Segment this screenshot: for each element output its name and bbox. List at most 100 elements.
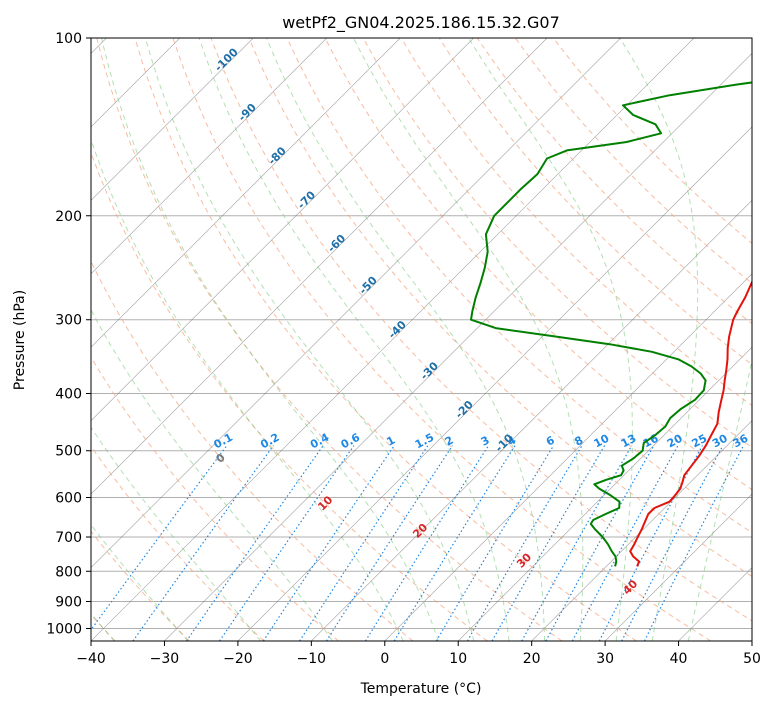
mixing-ratio-label: 0.2 [258, 431, 281, 452]
isotherm-temperature-label: -60 [325, 232, 348, 255]
x-tick-label: 20 [523, 651, 541, 667]
dry-adiabat-line [91, 151, 488, 641]
moist-adiabat-line [91, 308, 333, 641]
mixing-ratio-label: 6 [544, 433, 557, 448]
mixing-ratio-label: 0.1 [212, 431, 235, 452]
dry-adiabat-label: 20 [410, 521, 430, 541]
dry-adiabat-line [400, 38, 752, 407]
isotherm-line [91, 38, 695, 641]
x-axis-title: Temperature (°C) [360, 681, 482, 697]
mixing-ratio-line [219, 445, 355, 641]
dewpoint-profile-line [470, 81, 752, 567]
mixing-ratio-label: 10 [592, 432, 612, 451]
mixing-ratio-line [521, 445, 633, 641]
isotherm-temperature-label: -70 [295, 188, 318, 211]
y-axis: 100 200 300 400 500 600 700 800 900 1000 [46, 31, 91, 637]
y-axis-title: Pressure (hPa) [12, 290, 28, 390]
moist-adiabat-line [353, 38, 584, 641]
isotherm-line [678, 567, 752, 641]
isotherm-temperature-label: -80 [266, 144, 289, 167]
chart-title: wetPf2_GN04.2025.186.15.32.G07 [282, 13, 560, 33]
moist-adiabat-line [91, 137, 404, 641]
mixing-ratio-line [132, 445, 274, 641]
dry-adiabat-line [286, 38, 752, 534]
x-tick-label: 40 [670, 651, 688, 667]
isotherm-line [458, 346, 752, 641]
dry-adiabat-line [91, 260, 414, 641]
moist-adiabat-line [619, 38, 699, 641]
isotherm-line [604, 493, 752, 641]
y-tick-label: 800 [55, 564, 82, 580]
isotherm-line [91, 38, 474, 422]
mixing-ratio-label: 0.4 [308, 431, 332, 452]
isotherm-line [91, 38, 548, 495]
dry-adiabat-line [248, 38, 752, 577]
mixing-ratio-label: 20 [665, 432, 685, 451]
mixing-ratio-line [621, 445, 724, 641]
isotherm-temperature-label: -40 [386, 318, 409, 341]
moist-adiabat-line [468, 38, 633, 641]
isotherm-line [384, 273, 752, 641]
dry-adiabat-line [96, 38, 563, 641]
moist-adiabat-line [101, 38, 439, 641]
mixing-ratio-line [299, 445, 429, 641]
mixing-ratio-label: 0.6 [339, 431, 363, 452]
y-tick-label: 300 [55, 313, 82, 329]
mixing-ratio-label: 1.5 [413, 431, 436, 452]
y-tick-label: 200 [55, 209, 82, 225]
x-tick-label: −20 [223, 651, 253, 667]
moist-adiabats [91, 38, 752, 641]
mixing-ratio-label: 36 [731, 432, 751, 451]
mixing-ratio-label: 16 [641, 432, 661, 451]
mixing-ratio-line [571, 445, 679, 641]
mixing-ratio-line [325, 445, 453, 641]
y-tick-label: 700 [55, 530, 82, 546]
isotherm-line [164, 53, 752, 641]
profiles [470, 81, 752, 567]
mixing-ratio-line [393, 445, 516, 641]
x-tick-label: −30 [150, 651, 180, 667]
dry-adiabat-line [514, 38, 752, 284]
x-tick-label: 10 [449, 651, 467, 667]
mixing-ratio-line [598, 445, 704, 641]
y-tick-label: 400 [55, 387, 82, 403]
mixing-ratio-line [91, 445, 228, 631]
dry-adiabats [91, 38, 752, 641]
isotherm-line [237, 126, 752, 641]
isotherm-line [91, 38, 401, 348]
dry-adiabat-line [324, 38, 752, 491]
isotherm-line [531, 420, 752, 641]
mixing-ratio-label: 30 [710, 432, 730, 451]
x-tick-label: −10 [297, 651, 327, 667]
dry-adiabat-line [134, 38, 637, 641]
dry-adiabat-line [438, 38, 752, 366]
isotherm-line [751, 640, 752, 641]
mixing-ratio-label: 8 [572, 434, 585, 449]
mixing-ratio-line [262, 445, 395, 641]
isotherm-temperature-label: -20 [453, 398, 476, 421]
moist-adiabat-line [91, 426, 262, 641]
mixing-ratio-label: 3 [479, 434, 492, 449]
y-tick-label: 100 [55, 31, 82, 47]
x-tick-label: 30 [596, 651, 614, 667]
moist-adiabat-line [266, 38, 546, 641]
mixing-ratio-line [643, 445, 745, 641]
moist-adiabat-line [198, 38, 510, 641]
temperature-profile-line [629, 280, 752, 567]
dry-adiabat-line [91, 530, 190, 641]
dry-adiabat-line [172, 38, 712, 641]
dry-adiabat-line [91, 445, 265, 641]
y-tick-label: 500 [55, 444, 82, 460]
x-tick-label: 50 [743, 651, 761, 667]
x-tick-label: 0 [380, 651, 389, 667]
y-tick-label: 600 [55, 490, 82, 506]
dry-adiabat-line [91, 356, 339, 641]
isotherm-line [91, 38, 254, 201]
mixing-ratio-lines [91, 445, 745, 641]
plot-frame [90, 37, 753, 642]
moist-adiabat-line [91, 523, 189, 641]
x-axis: −40 −30 −20 −10 0 10 20 30 40 50 [76, 641, 761, 667]
mixing-ratio-label: 13 [619, 432, 639, 451]
isotherms [91, 38, 752, 641]
